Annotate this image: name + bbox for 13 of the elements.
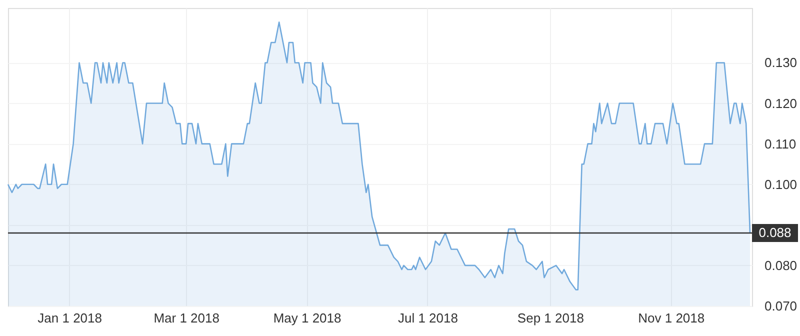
x-tick-label: Sep 1 2018 xyxy=(517,310,584,326)
x-tick-label: Mar 1 2018 xyxy=(154,310,220,326)
y-tick-label: 0.100 xyxy=(764,176,798,192)
y-tick-label: 0.110 xyxy=(764,136,796,152)
x-tick-label: May 1 2018 xyxy=(273,310,342,326)
y-tick-label: 0.120 xyxy=(764,96,798,111)
y-tick-label: 0.130 xyxy=(764,55,798,70)
x-tick-label: Nov 1 2018 xyxy=(638,310,705,326)
y-tick-label: 0.070 xyxy=(764,298,798,314)
x-tick-label: Jul 1 2018 xyxy=(398,310,458,326)
y-tick-label: 0.080 xyxy=(764,258,798,273)
ref-line-label: 0.088 xyxy=(758,225,792,240)
x-tick-label: Jan 1 2018 xyxy=(38,310,102,326)
